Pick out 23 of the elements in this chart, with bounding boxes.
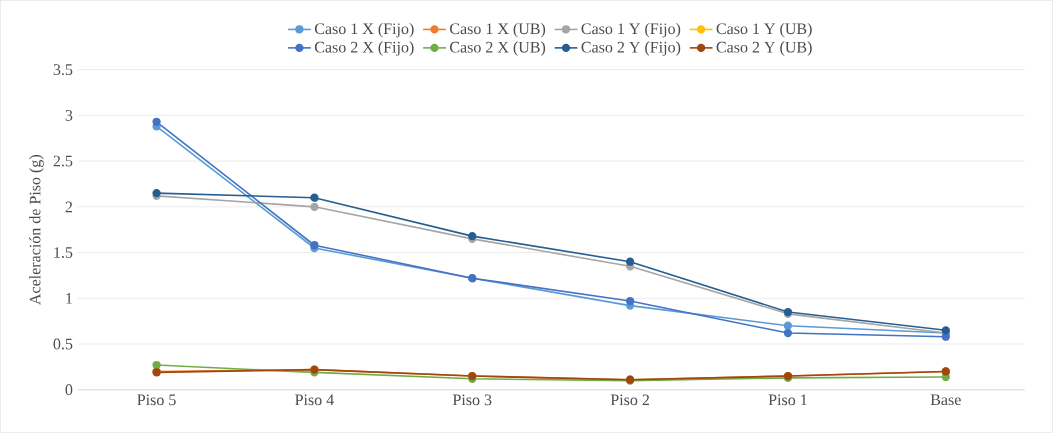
x-tick-label: Piso 5 xyxy=(137,394,176,406)
legend-label: Caso 2 Y (Fijo) xyxy=(581,41,681,56)
y-tick-label: 1 xyxy=(66,293,72,304)
x-tick-label: Piso 4 xyxy=(295,394,334,406)
legend-label: Caso 1 Y (UB) xyxy=(716,23,812,38)
x-tick-label: Piso 3 xyxy=(452,394,492,406)
y-tick-label: 3.5 xyxy=(53,64,73,76)
legend-label: Caso 1 X (UB) xyxy=(450,23,546,38)
y-tick-label: 1.5 xyxy=(54,247,73,259)
y-tick-label: 2.5 xyxy=(53,155,73,167)
x-tick-label: Piso 1 xyxy=(768,394,807,406)
y-tick-label: 0 xyxy=(65,384,73,396)
x-tick-label: Piso 2 xyxy=(610,394,649,406)
legend-label: Caso 2 X (UB) xyxy=(450,41,546,56)
y-axis-title: Aceleración de Piso (g) xyxy=(29,155,44,306)
y-tick-label: 3 xyxy=(65,110,73,121)
legend-label: Caso 2 X (Fijo) xyxy=(314,41,414,56)
legend-label: Caso 1 Y (Fijo) xyxy=(581,23,681,38)
y-tick-label: 2 xyxy=(65,201,73,213)
y-tick-label: 0.5 xyxy=(53,338,73,350)
legend-label: Caso 2 Y (UB) xyxy=(716,41,812,56)
legend-label: Caso 1 X (Fijo) xyxy=(314,23,414,38)
x-tick-label: Base xyxy=(930,394,961,406)
